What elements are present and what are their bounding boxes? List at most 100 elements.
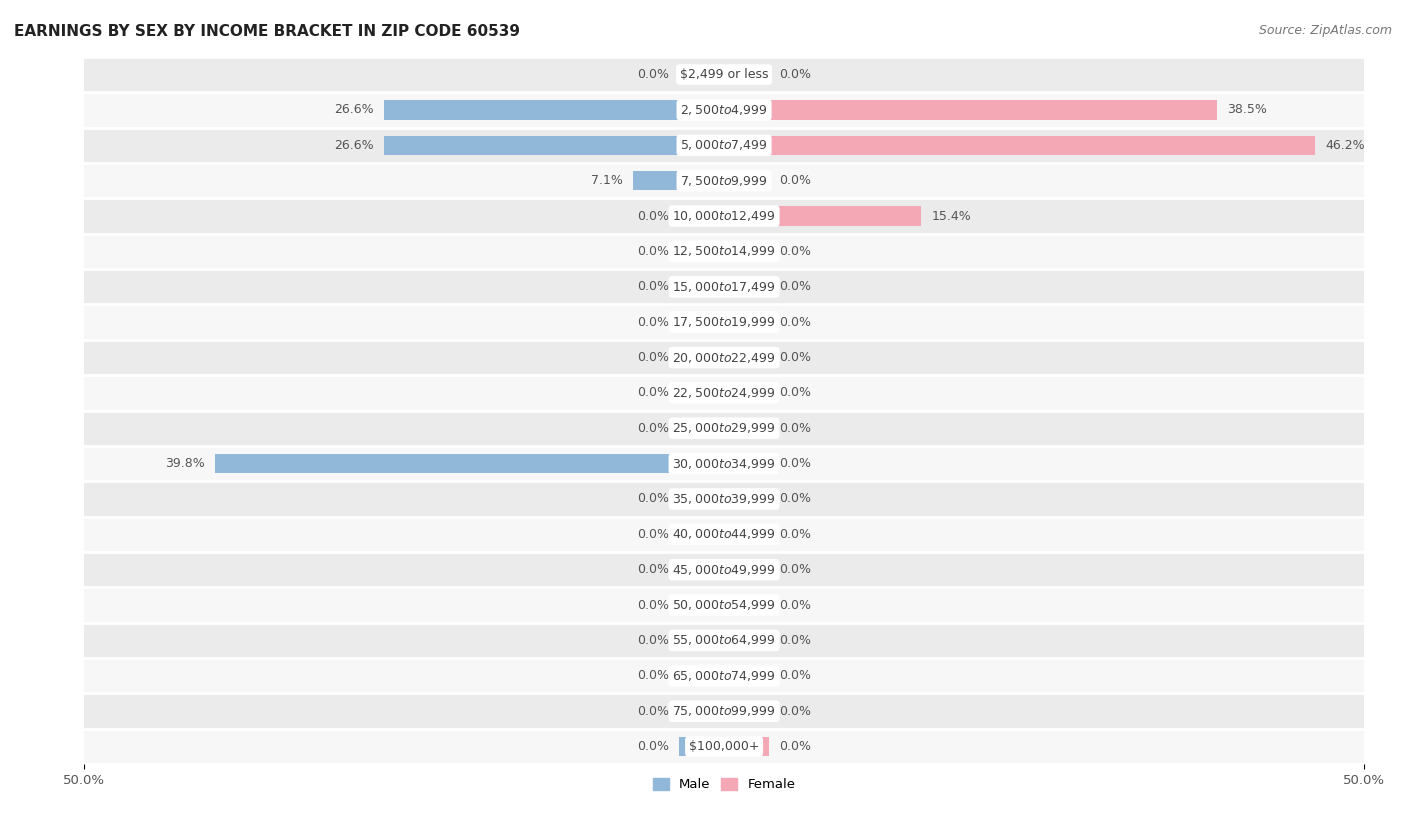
Text: 26.6%: 26.6% bbox=[333, 139, 374, 152]
Bar bbox=[84, 198, 1364, 233]
Text: $5,000 to $7,499: $5,000 to $7,499 bbox=[681, 138, 768, 152]
Bar bbox=[724, 136, 1315, 155]
Text: 0.0%: 0.0% bbox=[779, 493, 811, 506]
Text: 0.0%: 0.0% bbox=[637, 315, 669, 328]
Bar bbox=[679, 312, 724, 332]
Bar bbox=[84, 729, 1364, 764]
Text: 0.0%: 0.0% bbox=[779, 174, 811, 187]
Bar bbox=[384, 100, 724, 120]
Bar bbox=[679, 348, 724, 367]
Text: 0.0%: 0.0% bbox=[779, 598, 811, 611]
Text: 0.0%: 0.0% bbox=[779, 422, 811, 435]
Bar bbox=[724, 702, 769, 721]
Legend: Male, Female: Male, Female bbox=[647, 772, 801, 797]
Text: 0.0%: 0.0% bbox=[779, 740, 811, 753]
Text: 0.0%: 0.0% bbox=[637, 563, 669, 576]
Text: $50,000 to $54,999: $50,000 to $54,999 bbox=[672, 598, 776, 612]
Bar bbox=[724, 277, 769, 297]
Text: $100,000+: $100,000+ bbox=[689, 740, 759, 753]
Text: 0.0%: 0.0% bbox=[637, 280, 669, 293]
Text: $22,500 to $24,999: $22,500 to $24,999 bbox=[672, 386, 776, 400]
Bar bbox=[84, 340, 1364, 375]
Bar bbox=[724, 348, 769, 367]
Text: $40,000 to $44,999: $40,000 to $44,999 bbox=[672, 528, 776, 541]
Text: $15,000 to $17,499: $15,000 to $17,499 bbox=[672, 280, 776, 293]
Text: $25,000 to $29,999: $25,000 to $29,999 bbox=[672, 421, 776, 435]
Text: 46.2%: 46.2% bbox=[1326, 139, 1365, 152]
Text: $55,000 to $64,999: $55,000 to $64,999 bbox=[672, 633, 776, 647]
Text: 0.0%: 0.0% bbox=[637, 634, 669, 647]
Bar bbox=[679, 277, 724, 297]
Bar bbox=[679, 489, 724, 509]
Bar bbox=[633, 171, 724, 190]
Bar bbox=[679, 241, 724, 261]
Text: 0.0%: 0.0% bbox=[779, 68, 811, 81]
Text: 0.0%: 0.0% bbox=[637, 598, 669, 611]
Bar bbox=[724, 524, 769, 544]
Text: 26.6%: 26.6% bbox=[333, 103, 374, 116]
Bar bbox=[84, 552, 1364, 587]
Text: 0.0%: 0.0% bbox=[779, 280, 811, 293]
Text: 7.1%: 7.1% bbox=[591, 174, 623, 187]
Text: $20,000 to $22,499: $20,000 to $22,499 bbox=[672, 350, 776, 364]
Bar bbox=[724, 207, 921, 226]
Bar bbox=[84, 128, 1364, 163]
Text: $17,500 to $19,999: $17,500 to $19,999 bbox=[672, 315, 776, 329]
Text: 0.0%: 0.0% bbox=[637, 210, 669, 223]
Bar bbox=[724, 454, 769, 473]
Bar bbox=[84, 233, 1364, 269]
Text: 0.0%: 0.0% bbox=[637, 740, 669, 753]
Bar bbox=[84, 92, 1364, 128]
Text: 0.0%: 0.0% bbox=[637, 528, 669, 541]
Bar bbox=[84, 304, 1364, 340]
Bar bbox=[84, 163, 1364, 198]
Bar bbox=[84, 693, 1364, 729]
Bar bbox=[724, 171, 769, 190]
Text: 39.8%: 39.8% bbox=[165, 457, 205, 470]
Text: 0.0%: 0.0% bbox=[779, 528, 811, 541]
Bar bbox=[84, 517, 1364, 552]
Text: 0.0%: 0.0% bbox=[779, 634, 811, 647]
Bar bbox=[724, 383, 769, 402]
Text: 0.0%: 0.0% bbox=[779, 563, 811, 576]
Text: $75,000 to $99,999: $75,000 to $99,999 bbox=[672, 704, 776, 718]
Text: $65,000 to $74,999: $65,000 to $74,999 bbox=[672, 669, 776, 683]
Bar bbox=[679, 524, 724, 544]
Bar bbox=[84, 446, 1364, 481]
Text: 0.0%: 0.0% bbox=[637, 669, 669, 682]
Text: 0.0%: 0.0% bbox=[637, 351, 669, 364]
Bar bbox=[679, 631, 724, 650]
Bar bbox=[679, 595, 724, 615]
Bar bbox=[679, 65, 724, 85]
Bar bbox=[724, 312, 769, 332]
Bar bbox=[724, 419, 769, 438]
Text: 0.0%: 0.0% bbox=[637, 386, 669, 399]
Bar bbox=[84, 57, 1364, 92]
Text: $10,000 to $12,499: $10,000 to $12,499 bbox=[672, 209, 776, 223]
Text: 0.0%: 0.0% bbox=[637, 68, 669, 81]
Bar bbox=[724, 631, 769, 650]
Text: 0.0%: 0.0% bbox=[637, 493, 669, 506]
Bar bbox=[679, 383, 724, 402]
Bar bbox=[724, 65, 769, 85]
Bar bbox=[679, 207, 724, 226]
Text: 0.0%: 0.0% bbox=[779, 245, 811, 258]
Text: EARNINGS BY SEX BY INCOME BRACKET IN ZIP CODE 60539: EARNINGS BY SEX BY INCOME BRACKET IN ZIP… bbox=[14, 24, 520, 39]
Text: 0.0%: 0.0% bbox=[779, 705, 811, 718]
Text: $2,500 to $4,999: $2,500 to $4,999 bbox=[681, 103, 768, 117]
Text: $7,500 to $9,999: $7,500 to $9,999 bbox=[681, 174, 768, 188]
Text: 0.0%: 0.0% bbox=[637, 422, 669, 435]
Bar bbox=[724, 666, 769, 685]
Bar bbox=[84, 269, 1364, 304]
Text: $2,499 or less: $2,499 or less bbox=[681, 68, 768, 81]
Text: 0.0%: 0.0% bbox=[779, 315, 811, 328]
Text: 0.0%: 0.0% bbox=[779, 457, 811, 470]
Text: 0.0%: 0.0% bbox=[637, 245, 669, 258]
Text: $12,500 to $14,999: $12,500 to $14,999 bbox=[672, 245, 776, 259]
Text: $35,000 to $39,999: $35,000 to $39,999 bbox=[672, 492, 776, 506]
Text: 0.0%: 0.0% bbox=[637, 705, 669, 718]
Bar bbox=[724, 489, 769, 509]
Text: $45,000 to $49,999: $45,000 to $49,999 bbox=[672, 563, 776, 576]
Bar bbox=[84, 411, 1364, 446]
Bar bbox=[679, 419, 724, 438]
